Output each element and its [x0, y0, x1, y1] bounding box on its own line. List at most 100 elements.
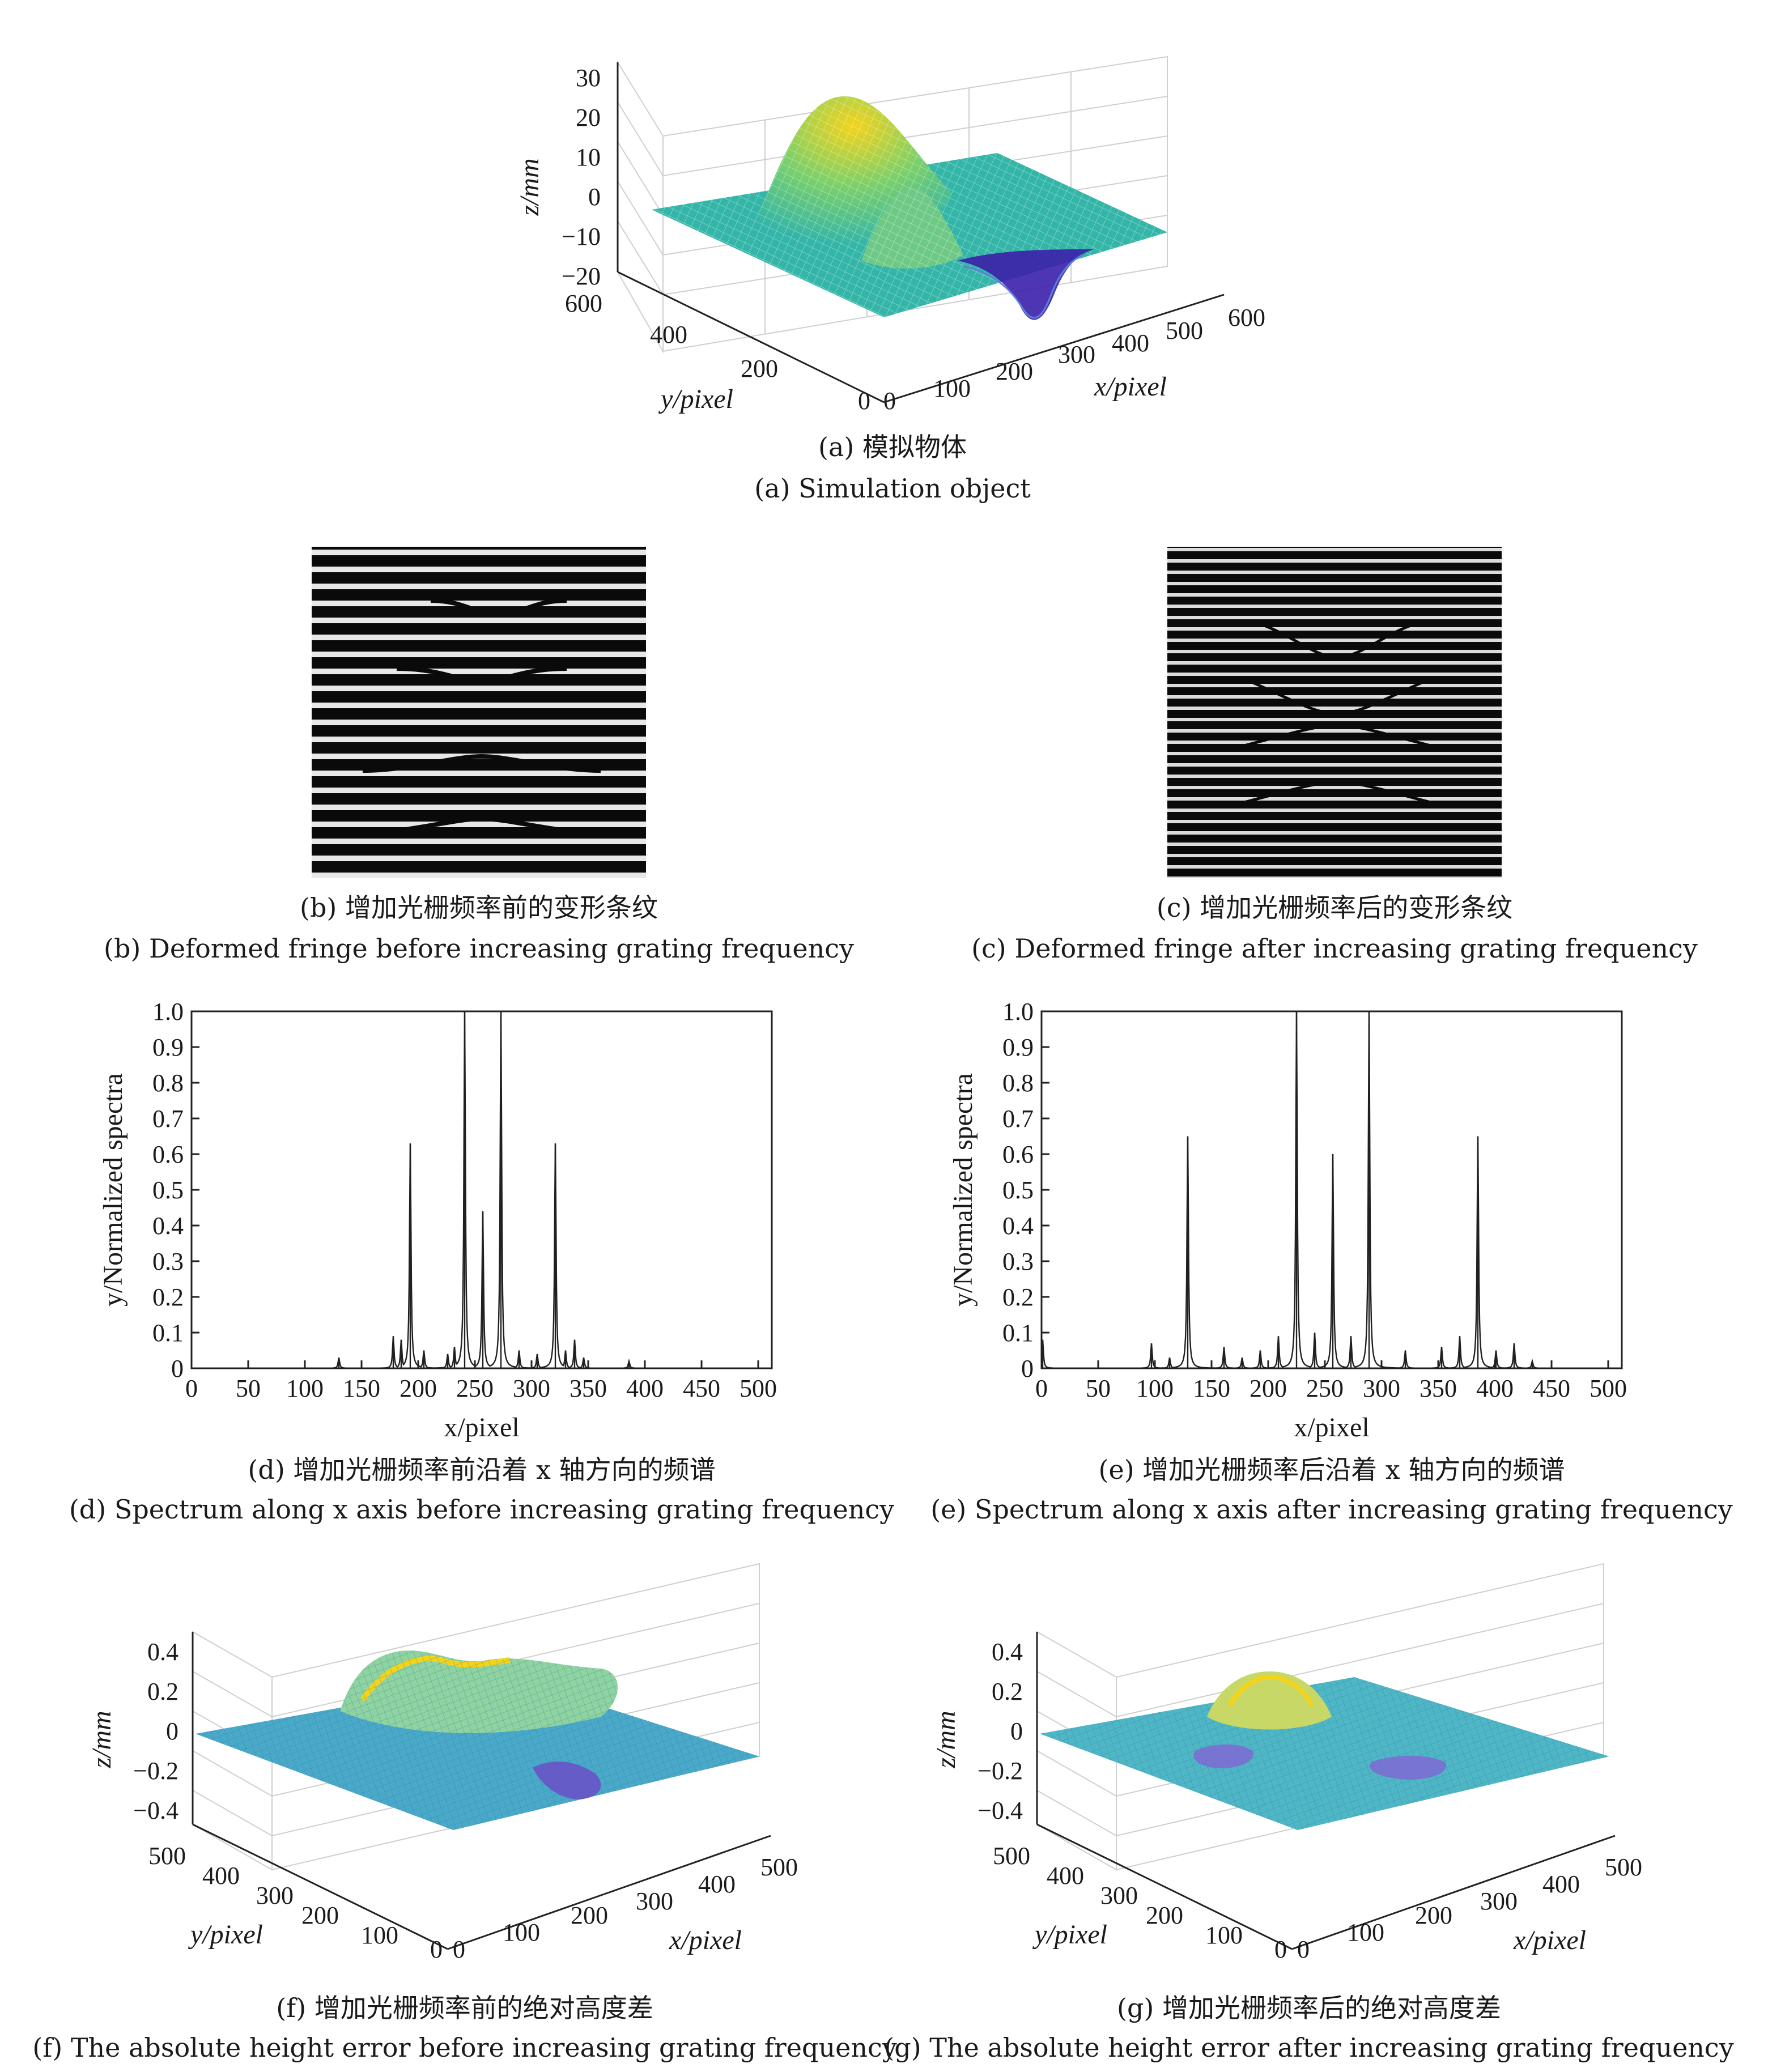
panel-a-y-tick: 200 — [741, 355, 778, 382]
panel-a-z-tick: 20 — [576, 104, 601, 131]
panel-g-x-tick: 400 — [1542, 1870, 1580, 1898]
y-tick-label: 0.4 — [1002, 1212, 1034, 1240]
panel-g-z-tick: −0.2 — [978, 1757, 1023, 1785]
panel-c-caption-cn: (c) 增加光栅频率后的变形条纹 — [1157, 892, 1512, 923]
x-tick-label: 350 — [570, 1375, 607, 1402]
y-tick-label: 0.5 — [1002, 1176, 1034, 1204]
x-tick-label: 450 — [1533, 1375, 1570, 1402]
panel-g-z-tick: 0.2 — [992, 1678, 1023, 1705]
panel-a-y-tick: 0 — [858, 387, 870, 415]
x-tick-label: 150 — [1193, 1375, 1230, 1402]
panel-d-caption-en: (d) Spectrum along x axis before increas… — [69, 1494, 894, 1525]
panel-g-error-bump — [1207, 1671, 1332, 1730]
y-tick-label: 0.4 — [152, 1212, 184, 1240]
x-tick-label: 200 — [400, 1375, 437, 1402]
panel-e-x-label: x/pixel — [1294, 1412, 1369, 1443]
panel-a-z-label: z/mm — [515, 158, 545, 216]
x-tick-label: 100 — [1136, 1375, 1174, 1402]
x-tick-label: 150 — [343, 1375, 380, 1402]
panel-g-x-tick: 0 — [1297, 1935, 1310, 1963]
panel-g-error-valley — [1193, 1744, 1253, 1768]
panel-a-x-tick: 200 — [996, 358, 1033, 385]
panel-b-fringe-image — [312, 547, 646, 878]
x-tick-label: 0 — [1035, 1375, 1048, 1402]
panel-c: (c) 增加光栅频率后的变形条纹 (c) Deformed fringe aft… — [971, 547, 1698, 964]
panel-f-x-tick: 0 — [453, 1935, 465, 1963]
panel-a-y-ticks: 600 400 200 0 — [565, 290, 870, 415]
panel-e-y-label: y/Normalized spectra — [948, 1073, 978, 1307]
panel-g-y-axis — [1036, 1823, 1293, 1950]
panel-g-y-tick: 400 — [1047, 1862, 1084, 1890]
panel-g-y-label: y/pixel — [1032, 1920, 1107, 1950]
panel-f-x-axis — [447, 1835, 771, 1950]
panel-a-z-tick: −10 — [562, 223, 601, 250]
panel-f-y-tick: 300 — [256, 1882, 294, 1909]
panel-a-x-axis — [883, 293, 1225, 403]
y-tick-label: 0.3 — [1002, 1248, 1034, 1275]
panel-f-x-tick: 100 — [503, 1918, 540, 1946]
panel-f-z-label: z/mm — [87, 1711, 117, 1768]
panel-e-x-ticks: 0 50 100 150 200 250 300 350 400 450 500 — [1035, 1360, 1627, 1402]
panel-f-y-tick: 0 — [430, 1935, 443, 1963]
panel-f-z-tick: −0.4 — [133, 1797, 178, 1824]
panel-f-y-label: y/pixel — [188, 1920, 263, 1950]
panel-c-fringe-deformation — [1235, 622, 1440, 806]
panel-f-x-tick: 200 — [571, 1901, 608, 1929]
x-tick-label: 50 — [1086, 1375, 1111, 1402]
x-tick-label: 0 — [185, 1375, 198, 1402]
panel-a-x-tick: 100 — [933, 375, 971, 402]
panel-g-x-tick: 300 — [1480, 1887, 1518, 1915]
panel-e-caption-cn: (e) 增加光栅频率后沿着 x 轴方向的频谱 — [1099, 1454, 1565, 1485]
panel-a-x-tick: 300 — [1058, 341, 1095, 368]
panel-e: 0 0.1 0.2 0.3 0.4 0.5 0.6 0.7 0.8 0.9 1.0 0 50 100 15… — [930, 998, 1733, 1525]
x-tick-label: 350 — [1420, 1375, 1457, 1402]
panel-f-y-tick: 500 — [148, 1842, 186, 1870]
panel-a-z-tick: 0 — [588, 183, 601, 211]
x-tick-label: 300 — [513, 1375, 550, 1402]
y-tick-label: 0.7 — [152, 1105, 184, 1133]
panel-d-x-label: x/pixel — [444, 1412, 519, 1443]
panel-d-spectrum-line — [192, 1011, 772, 1369]
panel-b-caption-cn: (b) 增加光栅频率前的变形条纹 — [300, 892, 658, 923]
y-tick-label: 0.6 — [152, 1141, 184, 1168]
panel-g-caption-en: (g) The absolute height error after incr… — [884, 2032, 1733, 2063]
panel-f-x-tick: 500 — [760, 1853, 798, 1881]
panel-d-caption-cn: (d) 增加光栅频率前沿着 x 轴方向的频谱 — [248, 1454, 715, 1485]
panel-e-spectrum-line — [1040, 1011, 1622, 1369]
x-tick-label: 500 — [740, 1375, 777, 1402]
panel-f-y-tick: 400 — [202, 1862, 240, 1890]
y-tick-label: 0.7 — [1002, 1105, 1034, 1133]
panel-g-y-tick: 0 — [1274, 1935, 1287, 1963]
panel-f-x-tick: 300 — [636, 1887, 673, 1915]
y-tick-label: 0.2 — [1002, 1283, 1034, 1311]
panel-g-y-tick: 200 — [1146, 1901, 1183, 1929]
panel-a-y-tick: 400 — [650, 321, 687, 348]
panel-f-z-tick: 0.2 — [147, 1678, 178, 1705]
y-tick-label: 0.8 — [152, 1069, 184, 1097]
panel-a-caption-en: (a) Simulation object — [754, 473, 1031, 504]
x-tick-label: 50 — [236, 1375, 261, 1402]
panel-a-z-ticks: 30 20 10 0 −10 −20 — [562, 64, 601, 290]
panel-g-z-tick: −0.4 — [978, 1797, 1023, 1824]
panel-g-x-tick: 500 — [1605, 1853, 1642, 1881]
panel-d-y-ticks: 0 0.1 0.2 0.3 0.4 0.5 0.6 0.7 0.8 0.9 1.0 — [152, 998, 199, 1382]
panel-a-valley — [958, 249, 1094, 320]
panel-a-back-wall-left — [617, 60, 664, 354]
panel-g-x-tick: 200 — [1415, 1901, 1452, 1929]
panel-g-caption-cn: (g) 增加光栅频率后的绝对高度差 — [1117, 1993, 1501, 2023]
panel-e-y-ticks: 0 0.1 0.2 0.3 0.4 0.5 0.6 0.7 0.8 0.9 1.0 — [1002, 998, 1049, 1382]
panel-f-caption-cn: (f) 增加光栅频率前的绝对高度差 — [276, 1993, 653, 2023]
panel-c-caption-en: (c) Deformed fringe after increasing gra… — [971, 933, 1698, 964]
y-tick-label: 0.9 — [152, 1033, 184, 1061]
panel-g-x-label: x/pixel — [1513, 1925, 1586, 1955]
panel-g-x-tick: 100 — [1347, 1918, 1384, 1946]
panel-a-x-tick: 0 — [883, 387, 896, 415]
panel-g-x-axis — [1291, 1835, 1616, 1950]
panel-g-y-tick: 100 — [1205, 1921, 1243, 1949]
panel-f-caption-en: (f) The absolute height error before inc… — [32, 2032, 896, 2063]
panel-f-x-label: x/pixel — [669, 1925, 742, 1955]
y-tick-label: 0.2 — [152, 1283, 184, 1311]
panel-d-x-ticks: 0 50 100 150 200 250 300 350 400 450 500 — [185, 1360, 777, 1402]
panel-e-caption-en: (e) Spectrum along x axis after increasi… — [930, 1494, 1733, 1525]
panel-a-back-wall-right — [662, 56, 1168, 352]
